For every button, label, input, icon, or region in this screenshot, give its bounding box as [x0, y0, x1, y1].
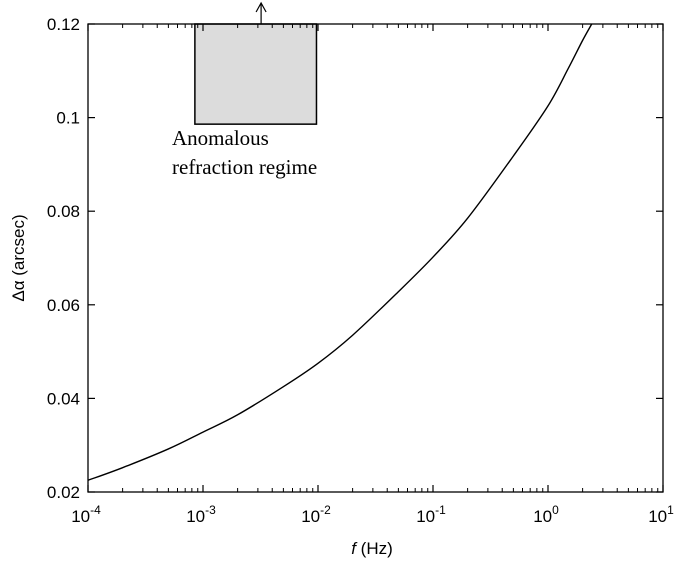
x-tick-label: 10-4 [71, 503, 101, 526]
y-tick-label: 0.1 [56, 109, 80, 128]
y-tick-label: 0.12 [47, 15, 80, 34]
x-tick-label-exp: 0 [552, 503, 559, 517]
series-line [87, 23, 593, 481]
plot-layer: Anomalous refraction regime 0.02 0.04 0.06 0.… [47, 1, 674, 526]
arrow-head [255, 1, 267, 13]
anomalous-region [194, 23, 318, 125]
y-tick-label: 0.08 [47, 202, 80, 221]
x-tick-label-base: 10 [186, 507, 205, 526]
x-axis-label-unit: (Hz) [356, 539, 393, 558]
x-tick-label: 10-1 [416, 503, 446, 526]
y-axis-label: Δα (arcsec) [9, 214, 28, 301]
x-tick-label-exp: -1 [435, 503, 446, 517]
x-tick-label-base: 10 [71, 507, 90, 526]
plot-frame [87, 23, 664, 493]
x-axis-label: f (Hz) [351, 539, 393, 558]
annotation-line: Anomalous [172, 126, 269, 150]
x-tick-label-exp: -3 [205, 503, 216, 517]
y-tick-label: 0.02 [47, 483, 80, 502]
x-tick-label-base: 10 [301, 507, 320, 526]
x-tick-label: 10-3 [186, 503, 216, 526]
x-tick-label-base: 10 [648, 507, 667, 526]
annotation-line: refraction regime [172, 155, 317, 179]
x-tick-label-exp: -4 [90, 503, 101, 517]
x-axis-label-var: f [351, 539, 358, 558]
x-tick-label: 10-2 [301, 503, 331, 526]
y-tick-label: 0.06 [47, 296, 80, 315]
x-tick-label: 101 [648, 503, 674, 526]
x-tick-label-exp: 1 [667, 503, 674, 517]
y-tick-label: 0.04 [47, 389, 80, 408]
x-tick-label-base: 10 [416, 507, 435, 526]
x-tick-label-exp: -2 [320, 503, 331, 517]
x-tick-label-base: 10 [533, 507, 552, 526]
x-tick-label: 100 [533, 503, 559, 526]
